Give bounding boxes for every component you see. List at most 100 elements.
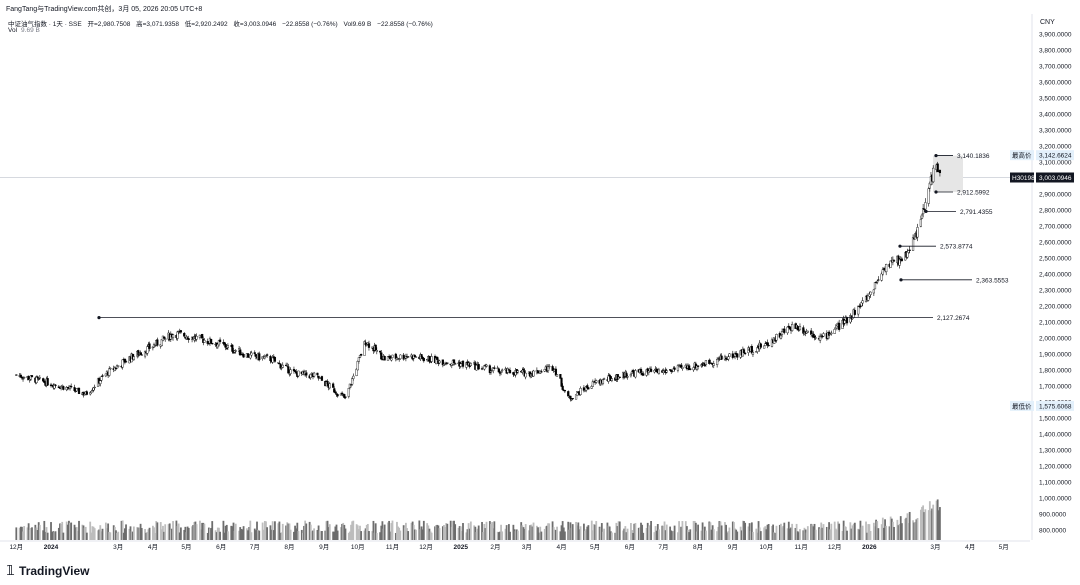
candle [571,397,574,400]
time-axis-tick-22: 11月 [794,543,807,551]
time-axis-tick-23: 12月 [828,543,842,551]
volume-bar [726,532,729,540]
volume-legend-value: 9.69 B [21,27,40,34]
candle [469,363,472,366]
time-axis-tick-24: 2026 [862,544,877,551]
volume-bar [710,529,713,540]
candle [317,375,320,379]
volume-bar [883,527,885,540]
candle [927,188,930,204]
tradingview-logo-icon: 𝟙 [6,563,16,578]
candle [365,344,368,346]
volume-bar [159,522,162,540]
candle [36,376,39,378]
volume-bar [443,524,445,540]
volume-bar [57,527,60,540]
candle [367,343,371,348]
currency-label: CNY [1040,19,1055,26]
candle [286,365,289,367]
candle [402,354,405,360]
volume-bar [379,532,382,540]
volume-bar [147,529,150,540]
price-axis-tick-15: 2,300.0000 [1039,288,1072,295]
volume-bar [739,526,742,540]
volume-bar [505,525,508,540]
volume-bar [22,531,24,540]
volume-bar [476,528,479,540]
volume-bar [97,530,99,540]
volume-bar [937,510,940,540]
volume-bar [287,523,290,540]
volume-bar [42,530,45,540]
volume-bar [571,524,574,540]
volume-bar [546,525,548,540]
volume-bar [54,531,57,540]
volume-bar [733,522,735,540]
candle [806,330,809,333]
volume-bar [812,526,815,540]
volume-bar [838,523,841,540]
volume-bar [446,523,449,540]
volume-bar [449,520,452,540]
tradingview-logo-text: TradingView [19,564,90,578]
volume-bar [454,524,457,540]
volume-bar [645,528,648,540]
time-axis-tick-18: 7月 [658,543,668,551]
volume-bar [530,524,533,540]
volume-bar [271,521,274,540]
volume-label[interactable]: Vol [8,27,18,34]
candle [830,332,833,335]
volume-bar [492,528,495,540]
candle [720,355,723,360]
volume-bar [179,527,182,540]
volume-bar [622,530,624,540]
volume-bar [900,523,903,540]
candle [363,341,366,356]
candle [352,375,355,379]
volume-bar [853,522,856,540]
candle [712,363,715,366]
volume-bar [421,529,424,540]
price-axis-tick-19: 1,900.0000 [1039,352,1072,359]
volume-bar [68,520,70,540]
volume-bar [130,531,133,540]
volume-bar [382,528,385,540]
candle [843,320,846,324]
symbol-label[interactable]: 中证油气指数 · 1天 · SSE [8,21,82,28]
price-axis-tick-17: 2,100.0000 [1039,320,1072,327]
candle [383,356,386,361]
volume-bar [263,520,266,540]
volume-bar [781,527,783,540]
volume-bar [100,531,103,540]
volume-bar [803,527,806,540]
candle [911,237,915,251]
volume-bar [426,523,429,540]
candle [210,339,213,344]
volume-bar [852,523,855,540]
volume-bar [295,528,298,540]
volume-bar [373,532,376,540]
volume-bar [552,527,555,540]
candle [445,363,448,365]
volume-bar [44,531,47,540]
horizontal-level-anchor-1 [934,190,938,194]
tradingview-logo[interactable]: 𝟙 TradingView [6,563,90,579]
volume-bar [176,525,179,540]
candle [160,339,163,346]
volume-bar [861,525,864,540]
volume-bar [187,527,190,540]
volume-bar [669,526,672,540]
candle [117,365,120,367]
volume-bar [415,529,417,540]
price-axis-tick-24: 1,400.0000 [1039,432,1072,439]
volume-bar [215,532,218,540]
candle [121,359,124,368]
candle [919,219,922,227]
volume-bar [829,529,832,540]
time-axis-tick-11: 12月 [419,543,433,551]
volume-bar [162,525,164,540]
volume-bar [167,524,170,540]
volume-bar [93,528,96,540]
time-axis-tick-7: 8月 [284,543,294,551]
